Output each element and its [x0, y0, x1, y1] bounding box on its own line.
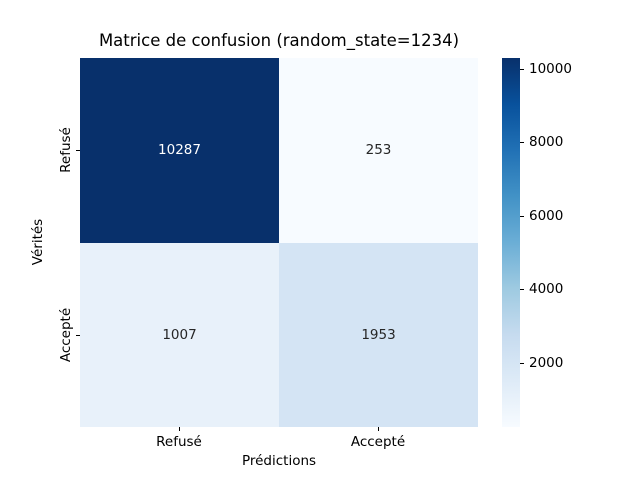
colorbar-tick-mark — [520, 142, 524, 144]
heatmap-cell-true-refuse-pred-refuse: 10287 — [80, 58, 279, 243]
colorbar-tick-mark — [520, 289, 524, 291]
y-tick-label-accepte: Accepté — [58, 307, 74, 363]
x-tick-mark — [378, 427, 379, 431]
cell-value: 1953 — [361, 326, 396, 343]
cell-value: 1007 — [162, 326, 197, 343]
y-tick-mark — [76, 335, 80, 336]
colorbar-tick-label: 10000 — [529, 60, 572, 77]
heatmap-cell-true-accepte-pred-refuse: 1007 — [80, 242, 279, 427]
colorbar-tick-label: 8000 — [529, 134, 564, 151]
colorbar: 2000 4000 6000 8000 10000 — [502, 58, 572, 427]
heatmap: 10287 253 1007 1953 — [80, 58, 478, 427]
heatmap-cell-true-refuse-pred-accepte: 253 — [279, 58, 478, 243]
colorbar-tick-mark — [520, 68, 524, 70]
x-tick-label-refuse: Refusé — [156, 434, 202, 450]
cell-value: 10287 — [158, 142, 201, 159]
x-tick-label-accepte: Accepté — [350, 434, 406, 450]
cell-value: 253 — [365, 142, 392, 159]
y-tick-mark — [76, 150, 80, 151]
colorbar-tick-label: 2000 — [529, 354, 564, 371]
y-axis-label: Vérités — [30, 218, 46, 266]
colorbar-tick-label: 6000 — [529, 207, 564, 224]
colorbar-tick-mark — [520, 215, 524, 217]
heatmap-cell-true-accepte-pred-accepte: 1953 — [279, 242, 478, 427]
x-tick-mark — [179, 427, 180, 431]
y-tick-label-refuse: Refusé — [58, 127, 74, 173]
colorbar-tick-label: 4000 — [529, 281, 564, 298]
colorbar-tick-mark — [520, 362, 524, 364]
chart-title: Matrice de confusion (random_state=1234) — [98, 31, 460, 50]
x-axis-label: Prédictions — [241, 453, 317, 469]
